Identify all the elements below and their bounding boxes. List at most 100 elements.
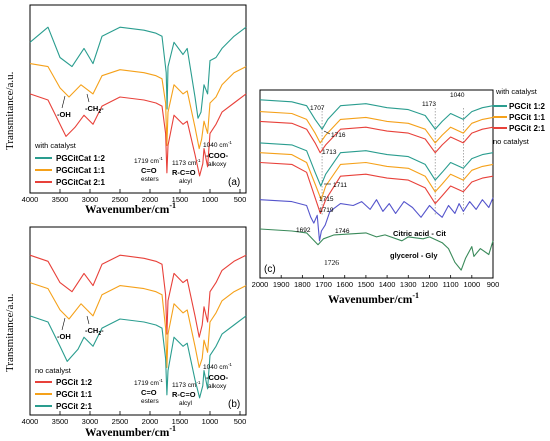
series-line-pgcit-1-2 (29, 254, 247, 338)
panel-a-xlabel: Wavenumber/cm-1 (85, 201, 176, 216)
rco-wavenumber: 1173 cm-1 (172, 158, 201, 167)
panel-c-xlabel: Wavenumber/cm-1 (328, 291, 419, 306)
legend-entry: PGCitCat 1:1 (56, 166, 105, 175)
x-tick-label: 3500 (52, 417, 69, 426)
ch2-pointer (86, 93, 90, 103)
rco-annotation: R-C=O (172, 168, 196, 177)
co-wavenumber: 1719 cm-1 (134, 156, 163, 165)
x-tick-label: 1900 (273, 280, 290, 289)
x-tick-label: 500 (234, 417, 247, 426)
oh-pointer (61, 95, 66, 109)
x-tick-label: 1200 (421, 280, 438, 289)
series-line-pgcit-1-2 (259, 142, 494, 187)
peak-pointer (323, 130, 331, 135)
x-tick-label: 2000 (142, 417, 159, 426)
series-line-pgcit-2-1 (259, 161, 494, 214)
panel-a-ylabel: Transmitance/a.u. (4, 71, 16, 150)
series-line-citric-acid-cit (259, 197, 494, 242)
x-tick-label: 3000 (82, 195, 99, 204)
x-tick-label: 1100 (443, 280, 459, 289)
x-tick-label: 1600 (336, 280, 353, 289)
citric-acid-label: Citric acid - Cit (393, 229, 446, 238)
x-tick-label: 500 (234, 195, 247, 204)
x-tick-label: 2000 (252, 280, 269, 289)
panel-a-frame (29, 4, 247, 194)
panel-c-frame (259, 89, 494, 279)
rco-sub: alcyl (179, 178, 193, 185)
legend-entry: PGCitCat 2:1 (56, 178, 105, 187)
peak-label-1173: 1173 (422, 101, 436, 108)
peak-label-1713: 1713 (322, 149, 337, 156)
rco-annotation: R-C=O (172, 390, 196, 399)
coo-sub: alkoxy (208, 161, 227, 168)
peak-label-1719: 1719 (319, 207, 334, 214)
series-line-pgcitcat-1-1 (29, 63, 247, 150)
panel-a-legend-title: with catalyst (34, 141, 77, 150)
legend-entry: PGCit 2:1 (509, 124, 546, 133)
peak-label-1040: 1040 (450, 92, 465, 99)
oh-pointer (61, 317, 66, 331)
peak-label-1716: 1716 (331, 132, 346, 139)
panel-b-xlabel: Wavenumber/cm-1 (85, 424, 176, 439)
series-line-pgcitcat-1-2 (259, 99, 494, 130)
series-line-glycerol-gly (259, 228, 494, 271)
x-tick-label: 1000 (463, 280, 480, 289)
x-tick-label: 4000 (22, 417, 39, 426)
panel-a-series (29, 26, 247, 177)
panel-c-no-catalyst: no catalyst (493, 137, 530, 146)
x-tick-label: 2500 (112, 195, 129, 204)
x-tick-label: 1400 (379, 280, 396, 289)
ch2-pointer (86, 315, 90, 325)
panel-c: 2000 1900 1800 1700 1600 1500 1400 1300 1200 1100… (252, 87, 546, 289)
legend-entry: PGCit 1:1 (509, 113, 546, 122)
coo-annotation: -COO- (206, 373, 229, 382)
peak-label-1715: 1715 (319, 196, 334, 203)
x-tick-label: 2000 (142, 195, 159, 204)
peak-label-1711: 1711 (333, 182, 347, 189)
x-tick-label: 1500 (358, 280, 375, 289)
series-line-pgcitcat-1-2 (29, 26, 247, 119)
panel-a-label: (a) (228, 177, 240, 188)
panel-b-label: (b) (228, 399, 240, 410)
coo-wavenumber: 1040 cm-1 (203, 140, 232, 149)
x-tick-label: 4000 (22, 195, 39, 204)
x-tick-label: 1000 (202, 195, 219, 204)
series-line-pgcit-1-1 (29, 282, 247, 369)
co-sub: esters (141, 176, 159, 183)
panel-b-frame (29, 226, 247, 416)
ch2-annotation: -CH2- (85, 104, 104, 115)
panel-b-ylabel: Transmitance/a.u. (4, 293, 16, 372)
panel-c-guide-lines (321, 108, 464, 215)
panel-a-xticks: 4000 3500 3000 2500 2000 1500 1000 500 (22, 189, 247, 204)
coo-sub: alkoxy (208, 383, 227, 390)
x-tick-label: 1500 (172, 417, 189, 426)
oh-annotation: -OH (57, 110, 71, 119)
ch2-annotation: -CH2- (85, 326, 104, 337)
panel-b-legend-title: no catalyst (35, 366, 72, 375)
panel-c-legend: PGCit 1:2 PGCit 1:1 PGCit 2:1 (493, 102, 546, 133)
x-tick-label: 3500 (52, 195, 69, 204)
x-tick-label: 1000 (202, 417, 219, 426)
x-tick-label: 1800 (294, 280, 311, 289)
co-annotation: C=O (141, 166, 157, 175)
legend-entry: PGCit 1:2 (56, 378, 93, 387)
panel-c-xticks: 2000 1900 1800 1700 1600 1500 1400 1300 1200 1100… (252, 275, 499, 289)
x-tick-label: 3000 (82, 417, 99, 426)
panel-b-legend: PGCit 1:2 PGCit 1:1 PGCit 2:1 (35, 378, 93, 411)
coo-annotation: -COO- (206, 151, 229, 160)
panel-b: 4000 3500 3000 2500 2000 1500 1000 500 (b) no c… (22, 226, 247, 426)
panel-b-series (29, 254, 247, 399)
series-line-pgcitcat-1-1 (259, 111, 494, 144)
peak-label-1746: 1746 (335, 228, 350, 235)
peak-label-1707: 1707 (310, 105, 325, 112)
legend-entry: PGCit 1:2 (509, 102, 546, 111)
series-line-pgcit-1-1 (259, 152, 494, 201)
co-wavenumber: 1719 cm-1 (134, 378, 163, 387)
glycerol-label: glycerol - Gly (390, 251, 438, 260)
legend-entry: PGCit 2:1 (56, 402, 93, 411)
series-line-pgcitcat-2-1 (259, 120, 494, 154)
co-annotation: C=O (141, 388, 157, 397)
panel-c-label: (c) (264, 264, 276, 275)
oh-annotation: -OH (57, 332, 71, 341)
